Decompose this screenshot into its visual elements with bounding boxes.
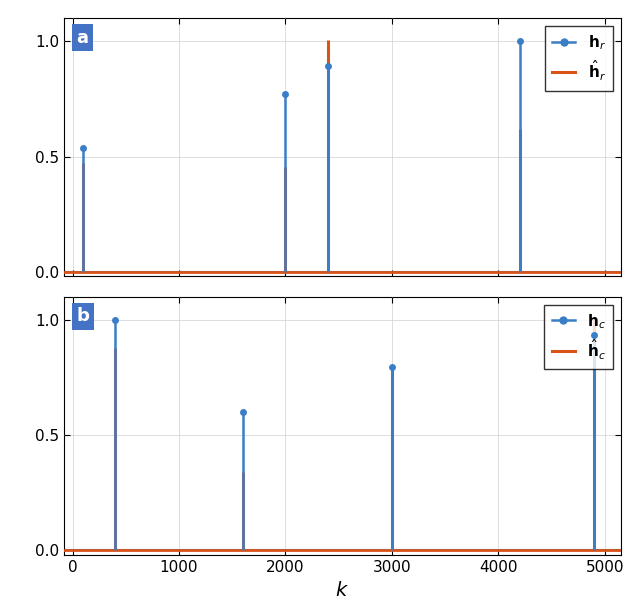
Legend: $\mathbf{h}_r$, $\hat{\mathbf{h}}_r$: $\mathbf{h}_r$, $\hat{\mathbf{h}}_r$ xyxy=(545,26,613,91)
Text: a: a xyxy=(76,29,88,46)
X-axis label: $k$: $k$ xyxy=(335,581,349,600)
Legend: $\mathbf{h}_c$, $\hat{\mathbf{h}}_c$: $\mathbf{h}_c$, $\hat{\mathbf{h}}_c$ xyxy=(544,304,613,370)
Text: b: b xyxy=(76,307,89,325)
